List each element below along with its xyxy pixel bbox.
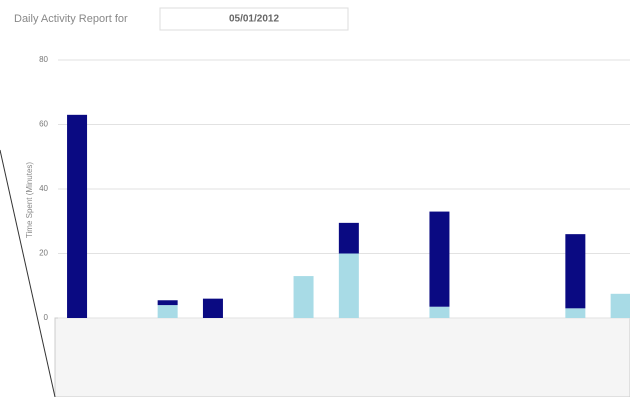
bar-segment bbox=[293, 276, 314, 318]
y-tick-label: 60 bbox=[39, 120, 48, 129]
date-input[interactable] bbox=[159, 7, 349, 31]
y-tick-label: 80 bbox=[39, 55, 48, 64]
y-tick-label: 40 bbox=[39, 184, 48, 193]
bar-segment bbox=[565, 234, 586, 309]
bar-segment bbox=[157, 300, 178, 306]
date-value: 05/01/2012 bbox=[229, 14, 279, 25]
bar-segment bbox=[610, 293, 630, 318]
report-label: Daily Activity Report for bbox=[14, 13, 128, 25]
bar-segment bbox=[565, 308, 586, 318]
bar-segment bbox=[429, 306, 450, 318]
divider-line bbox=[0, 149, 56, 398]
bar-segment bbox=[338, 222, 359, 254]
bar-segment bbox=[202, 298, 223, 318]
bar-segment bbox=[157, 305, 178, 318]
bar-segment bbox=[338, 253, 359, 318]
y-axis-label: Time Spent (Minutes) bbox=[25, 162, 34, 239]
y-tick-label: 20 bbox=[39, 249, 48, 258]
bar-segment bbox=[67, 114, 88, 318]
y-tick-label: 0 bbox=[44, 313, 49, 322]
bar-segment bbox=[429, 211, 450, 307]
scroll-area bbox=[54, 317, 630, 398]
